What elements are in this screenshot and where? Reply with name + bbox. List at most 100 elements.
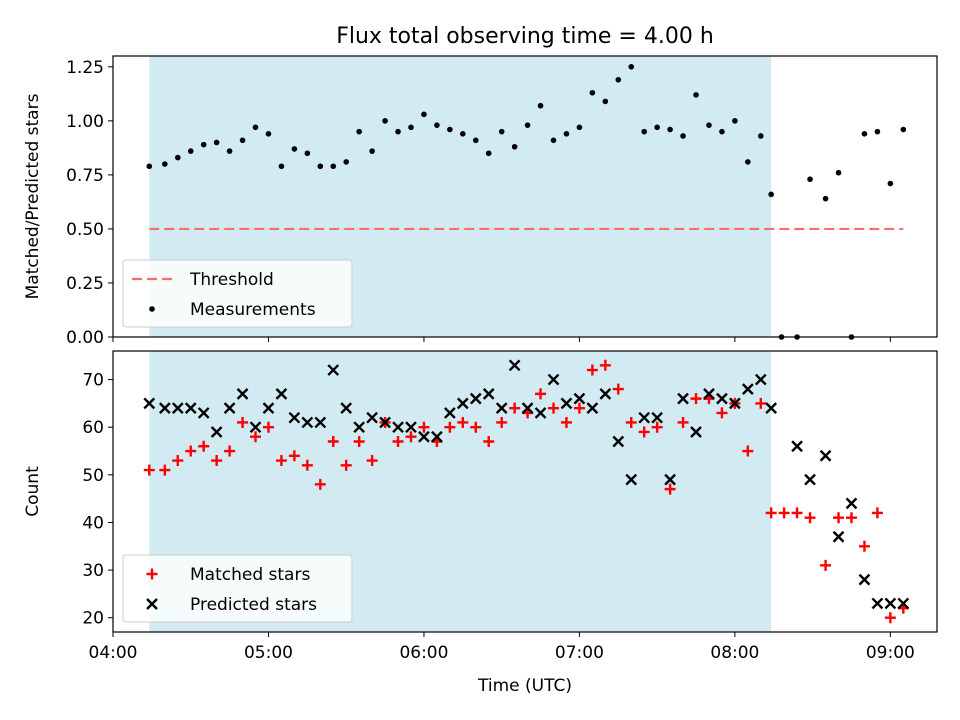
matched-star-point [820, 559, 832, 571]
matched-star-point [483, 435, 495, 447]
measurement-point [200, 141, 207, 148]
matched-star-point [871, 507, 883, 519]
predicted-star-point [262, 402, 275, 415]
predicted-star-point [392, 421, 404, 434]
measurement-point [693, 92, 699, 98]
y-axis-label: Count [23, 466, 43, 517]
predicted-star-point [143, 397, 156, 410]
y-tick-label: 20 [82, 609, 104, 629]
predicted-star-point [275, 388, 288, 400]
predicted-star-point [651, 411, 663, 424]
count-panel: 20 30 40 50 60 70 04:00 05:00 06:00 07:00 08:00 09:… [23, 350, 938, 696]
predicted-star-point [832, 530, 845, 543]
x-tick-label: 04:00 [89, 643, 138, 663]
predicted-star-point [690, 426, 702, 438]
matched-star-point [612, 383, 624, 395]
predicted-star-point [327, 364, 340, 376]
measurement-point [356, 128, 362, 135]
predicted-star-point [612, 435, 625, 448]
predicted-star-point [314, 416, 327, 429]
predicted-star-point [677, 392, 689, 405]
matched-star-point [845, 512, 857, 524]
matched-star-point [143, 464, 155, 476]
legend-matched-swatch [146, 568, 158, 580]
predicted-star-point [236, 388, 249, 400]
matched-star-point [586, 364, 598, 376]
y-tick-label: 0.25 [66, 274, 104, 294]
y-axis-label: Matched/Predicted stars [23, 93, 43, 299]
predicted-star-point [508, 359, 521, 372]
matched-star-point [573, 402, 585, 414]
predicted-star-point [495, 402, 508, 415]
measurement-point [330, 163, 337, 170]
matched-star-point [884, 612, 896, 624]
matched-star-point [716, 407, 728, 419]
predicted-star-point [845, 497, 858, 510]
measurement-point [369, 148, 375, 154]
matched-star-point [314, 478, 326, 490]
matched-star-point [791, 507, 803, 519]
legend-predicted-swatch [146, 598, 158, 610]
y-tick-label: 50 [82, 466, 104, 486]
measurement-point [252, 124, 259, 131]
predicted-star-point [158, 402, 171, 415]
measurement-point [807, 176, 813, 183]
predicted-star-point [184, 402, 197, 415]
predicted-star-point [625, 473, 638, 486]
predicted-star-point [521, 402, 534, 415]
measurement-point [304, 150, 311, 157]
measurement-point [719, 128, 725, 135]
legend-box [122, 259, 353, 328]
measurement-point [174, 154, 181, 161]
matched-star-point [804, 512, 816, 524]
measurement-point [485, 150, 492, 157]
matched-star-point [250, 431, 262, 443]
measurement-point [900, 126, 907, 133]
matched-star-point [198, 440, 210, 452]
measurement-point [434, 122, 440, 128]
measurement-point [382, 118, 388, 124]
measurement-point [589, 89, 596, 96]
measurement-point [563, 131, 570, 137]
x-tick-label: 07:00 [555, 643, 604, 663]
ratio-panel: 0.00 0.25 0.50 0.75 1.00 1.25 Matched/Predicte… [23, 55, 938, 348]
predicted-star-point [547, 373, 560, 386]
predicted-star-point [340, 402, 353, 415]
predicted-star-point [586, 402, 599, 415]
predicted-star-point [729, 397, 741, 410]
predicted-star-point [534, 407, 547, 419]
matched-star-point [651, 421, 663, 433]
predicted-star-point [301, 416, 314, 429]
y-tick-label: 1.00 [66, 112, 104, 132]
measurement-point [602, 98, 609, 105]
matched-star-point [833, 512, 845, 524]
measurement-point [576, 124, 583, 131]
predicted-star-point [599, 388, 612, 400]
matched-star-point [224, 445, 236, 457]
y-tick-label: 30 [82, 561, 104, 581]
matched-star-point [418, 421, 430, 433]
predicted-star-point [664, 473, 676, 486]
measurement-point [874, 128, 881, 135]
predicted-star-point [573, 392, 586, 405]
measurement-point [550, 137, 557, 144]
x-tick-label: 06:00 [399, 643, 448, 663]
predicted-star-point [884, 597, 897, 610]
matched-star-point [858, 540, 870, 552]
matched-star-point [625, 416, 637, 428]
legend: Threshold Measurements [122, 259, 353, 328]
chart-title: Flux total observing time = 4.00 h [336, 24, 714, 49]
measurement-point [213, 139, 220, 146]
matched-star-point [237, 416, 249, 428]
matched-star-point [262, 421, 274, 433]
legend-measurement-swatch [149, 306, 155, 312]
measurement-point [146, 163, 153, 170]
measurement-point [680, 133, 686, 139]
y-tick-label: 1.25 [66, 58, 104, 78]
matched-star-point [638, 426, 650, 438]
measurement-point [460, 131, 466, 137]
measurement-point [317, 163, 324, 170]
legend-label: Predicted stars [190, 595, 317, 615]
measurement-point [226, 148, 233, 154]
y-tick-label: 0.00 [66, 328, 104, 348]
